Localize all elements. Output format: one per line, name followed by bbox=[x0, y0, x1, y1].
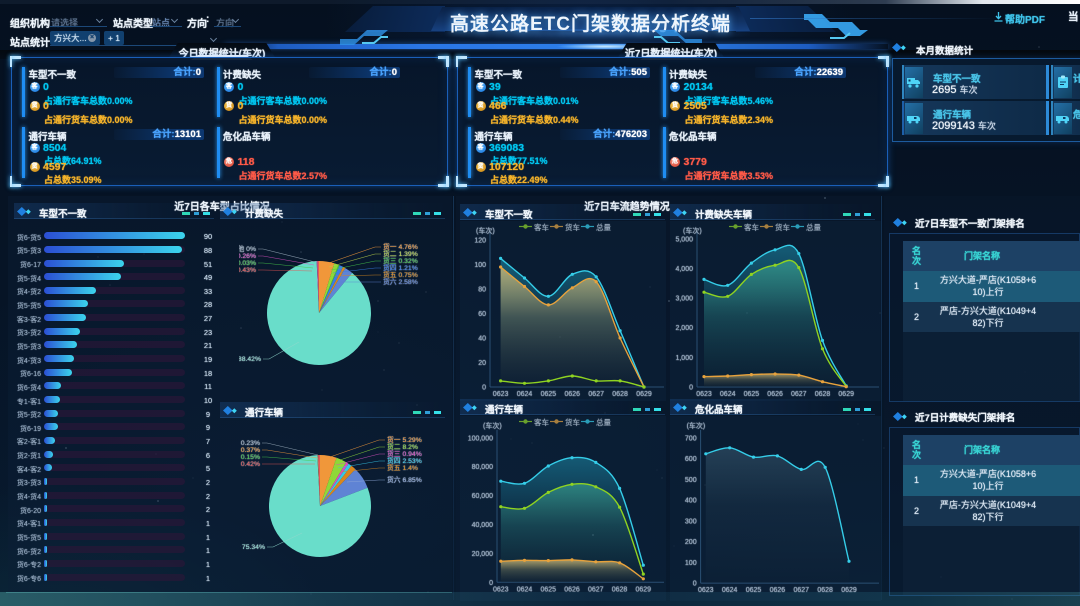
svg-text:80: 80 bbox=[478, 287, 486, 294]
svg-text:700: 700 bbox=[685, 435, 697, 442]
svg-text:0623: 0623 bbox=[698, 587, 714, 594]
svg-text:0624: 0624 bbox=[720, 391, 736, 398]
svg-text:0625: 0625 bbox=[746, 587, 762, 594]
svg-text:0: 0 bbox=[489, 580, 493, 587]
svg-text:0624: 0624 bbox=[722, 587, 738, 594]
svg-text:100: 100 bbox=[685, 560, 697, 567]
svg-text:0629: 0629 bbox=[838, 391, 854, 398]
svg-text:货六 2.58%: 货六 2.58% bbox=[383, 277, 418, 286]
svg-text:0623: 0623 bbox=[493, 586, 509, 593]
svg-text:货六 6.85%: 货六 6.85% bbox=[387, 475, 422, 484]
svg-text:300: 300 bbox=[685, 518, 697, 525]
svg-text:0: 0 bbox=[693, 581, 697, 588]
svg-text:(车次): (车次) bbox=[483, 421, 502, 430]
svg-text:其他 0%: 其他 0% bbox=[239, 244, 256, 253]
svg-text:客二 0.43%: 客二 0.43% bbox=[239, 265, 256, 274]
svg-text:0624: 0624 bbox=[517, 391, 533, 398]
svg-text:客四 0.26%: 客四 0.26% bbox=[239, 251, 256, 260]
svg-text:4,000: 4,000 bbox=[675, 266, 693, 273]
svg-text:400: 400 bbox=[685, 498, 697, 505]
svg-text:600: 600 bbox=[685, 456, 697, 463]
svg-text:20: 20 bbox=[478, 360, 486, 367]
svg-text:3,000: 3,000 bbox=[675, 296, 693, 303]
svg-text:500: 500 bbox=[685, 477, 697, 484]
svg-text:40: 40 bbox=[478, 336, 486, 343]
svg-text:0626: 0626 bbox=[767, 391, 783, 398]
svg-text:0626: 0626 bbox=[565, 391, 581, 398]
svg-text:0627: 0627 bbox=[791, 391, 807, 398]
svg-text:0629: 0629 bbox=[636, 391, 652, 398]
svg-text:120: 120 bbox=[474, 238, 486, 245]
svg-text:其他 0.23%: 其他 0.23% bbox=[240, 438, 260, 447]
svg-text:货五 1.4%: 货五 1.4% bbox=[387, 463, 418, 472]
svg-text:0628: 0628 bbox=[612, 391, 628, 398]
svg-text:(车次): (车次) bbox=[476, 226, 495, 235]
svg-text:60,000: 60,000 bbox=[472, 493, 494, 500]
svg-text:(车次): (车次) bbox=[687, 421, 706, 430]
svg-text:客一 75.34%: 客一 75.34% bbox=[240, 542, 265, 551]
svg-text:20,000: 20,000 bbox=[472, 551, 494, 558]
svg-text:货四 1.21%: 货四 1.21% bbox=[383, 263, 418, 272]
svg-text:0629: 0629 bbox=[636, 586, 652, 593]
svg-text:货五 0.75%: 货五 0.75% bbox=[383, 270, 418, 279]
svg-text:0629: 0629 bbox=[841, 587, 857, 594]
svg-text:0624: 0624 bbox=[517, 586, 533, 593]
svg-text:0623: 0623 bbox=[696, 391, 712, 398]
svg-text:0626: 0626 bbox=[770, 587, 786, 594]
svg-text:0: 0 bbox=[689, 385, 693, 392]
svg-text:客一 88.42%: 客一 88.42% bbox=[239, 354, 261, 363]
svg-text:客四 0.37%: 客四 0.37% bbox=[240, 445, 260, 454]
svg-text:客三 0.03%: 客三 0.03% bbox=[239, 258, 256, 267]
svg-text:客三 0.15%: 客三 0.15% bbox=[240, 452, 260, 461]
svg-text:货三 0.94%: 货三 0.94% bbox=[387, 449, 422, 458]
svg-text:5,000: 5,000 bbox=[675, 236, 693, 243]
svg-text:0628: 0628 bbox=[815, 391, 831, 398]
svg-text:货三 0.32%: 货三 0.32% bbox=[383, 256, 418, 265]
svg-text:40,000: 40,000 bbox=[472, 522, 494, 529]
svg-text:200: 200 bbox=[685, 539, 697, 546]
svg-text:客二 0.42%: 客二 0.42% bbox=[240, 459, 260, 468]
svg-text:货一 5.29%: 货一 5.29% bbox=[387, 435, 422, 444]
svg-text:(车次): (车次) bbox=[683, 226, 702, 235]
svg-text:0: 0 bbox=[482, 385, 486, 392]
svg-text:1,000: 1,000 bbox=[675, 355, 693, 362]
svg-text:0625: 0625 bbox=[744, 391, 760, 398]
svg-text:货二 8.2%: 货二 8.2% bbox=[387, 442, 418, 451]
svg-text:2,000: 2,000 bbox=[675, 325, 693, 332]
svg-text:0628: 0628 bbox=[612, 586, 628, 593]
svg-text:0627: 0627 bbox=[588, 586, 604, 593]
svg-text:100,000: 100,000 bbox=[468, 435, 493, 442]
svg-text:0625: 0625 bbox=[541, 586, 557, 593]
svg-text:100: 100 bbox=[474, 262, 486, 269]
svg-text:货四 2.53%: 货四 2.53% bbox=[387, 456, 422, 465]
svg-text:0627: 0627 bbox=[588, 391, 604, 398]
svg-text:货二 1.39%: 货二 1.39% bbox=[383, 249, 418, 258]
svg-text:0627: 0627 bbox=[793, 587, 809, 594]
svg-text:0626: 0626 bbox=[564, 586, 580, 593]
svg-text:0625: 0625 bbox=[541, 391, 557, 398]
svg-text:60: 60 bbox=[478, 311, 486, 318]
svg-text:0623: 0623 bbox=[493, 391, 509, 398]
svg-text:0628: 0628 bbox=[817, 587, 833, 594]
svg-text:货一 4.76%: 货一 4.76% bbox=[383, 242, 418, 251]
svg-text:80,000: 80,000 bbox=[472, 464, 494, 471]
